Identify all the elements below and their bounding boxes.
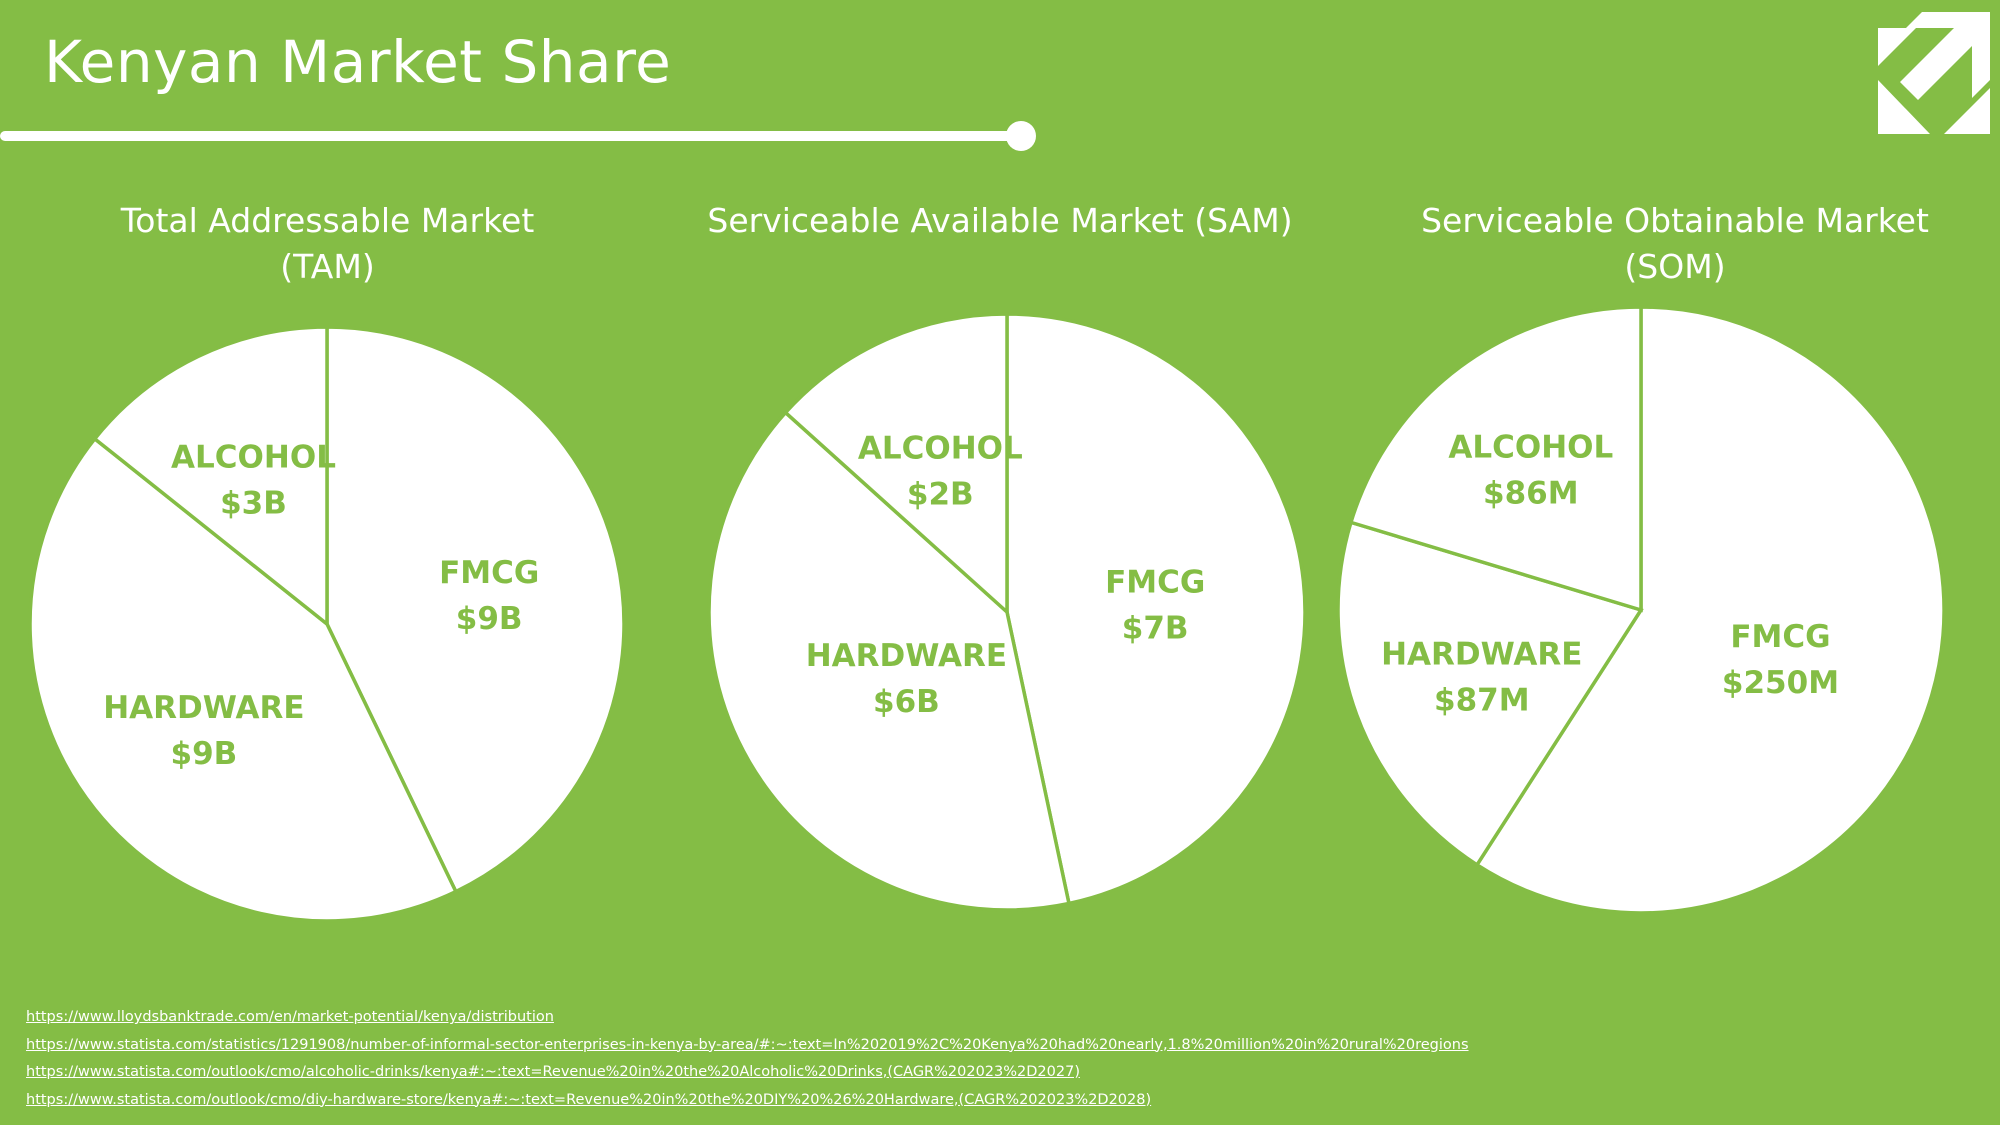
source-link[interactable]: https://www.statista.com/outlook/cmo/alc… (26, 1064, 1080, 1080)
sam-title-line-1: Serviceable Available Market (SAM) (707, 201, 1293, 240)
source-link[interactable]: https://www.lloydsbanktrade.com/en/marke… (26, 1009, 554, 1025)
sam-hardware-value-label: $6B (873, 684, 940, 720)
sam-slice-hardware (707, 410, 1072, 912)
tam-fmcg-label: FMCG (439, 555, 539, 591)
som-alcohol-value-label: $86M (1483, 476, 1579, 512)
sam-hardware-label: HARDWARE (806, 638, 1007, 674)
som-fmcg-value-label: $250M (1722, 665, 1839, 701)
sam-fmcg-label: FMCG (1105, 564, 1205, 600)
sam-slice-alcohol (783, 312, 1009, 616)
som-slice-hardware (1336, 520, 1644, 868)
sources-list: https://www.lloydsbanktrade.com/en/marke… (26, 1004, 1469, 1114)
arrow-logo-icon (1878, 12, 1990, 134)
tam-slice-hardware (28, 436, 459, 923)
tam-alcohol-label: ALCOHOL (171, 440, 336, 476)
sam-slice-fmcg (1005, 312, 1307, 906)
tam-title-line-1: Total Addressable Market (120, 201, 535, 240)
tam-hardware-label: HARDWARE (103, 690, 304, 726)
tam-title-line-2: (TAM) (280, 247, 375, 286)
som-hardware-label: HARDWARE (1381, 637, 1582, 673)
som-fmcg-label: FMCG (1730, 619, 1830, 655)
som-title-line-1: Serviceable Obtainable Market (SOM) (1421, 201, 1929, 286)
tam-hardware-value-label: $9B (171, 736, 238, 772)
som-alcohol-label: ALCOHOL (1448, 430, 1613, 466)
som-hardware-value-label: $87M (1434, 683, 1530, 719)
tam-slice-alcohol (92, 325, 329, 628)
sam-fmcg-value-label: $7B (1122, 610, 1189, 646)
sam-chart-title: Serviceable Available Market (SAM) (690, 198, 1310, 244)
som-slice-alcohol (1348, 305, 1643, 613)
slide-title: Kenyan Market Share (44, 28, 672, 96)
tam-fmcg-value-label: $9B (456, 601, 523, 637)
som-chart-title: Serviceable Obtainable Market (SOM) (1370, 198, 1980, 290)
som-slice-fmcg (1474, 305, 1946, 915)
tam-chart-title: Total Addressable Market (TAM) (80, 198, 575, 290)
source-link[interactable]: https://www.statista.com/statistics/1291… (26, 1036, 1469, 1053)
source-link[interactable]: https://www.statista.com/outlook/cmo/diy… (26, 1091, 1152, 1108)
tam-alcohol-value-label: $3B (220, 486, 287, 522)
title-underline (0, 131, 1020, 141)
sam-alcohol-value-label: $2B (907, 476, 974, 512)
tam-slice-fmcg (325, 325, 626, 894)
title-underline-endpoint (1006, 121, 1036, 151)
sam-alcohol-label: ALCOHOL (858, 430, 1023, 466)
